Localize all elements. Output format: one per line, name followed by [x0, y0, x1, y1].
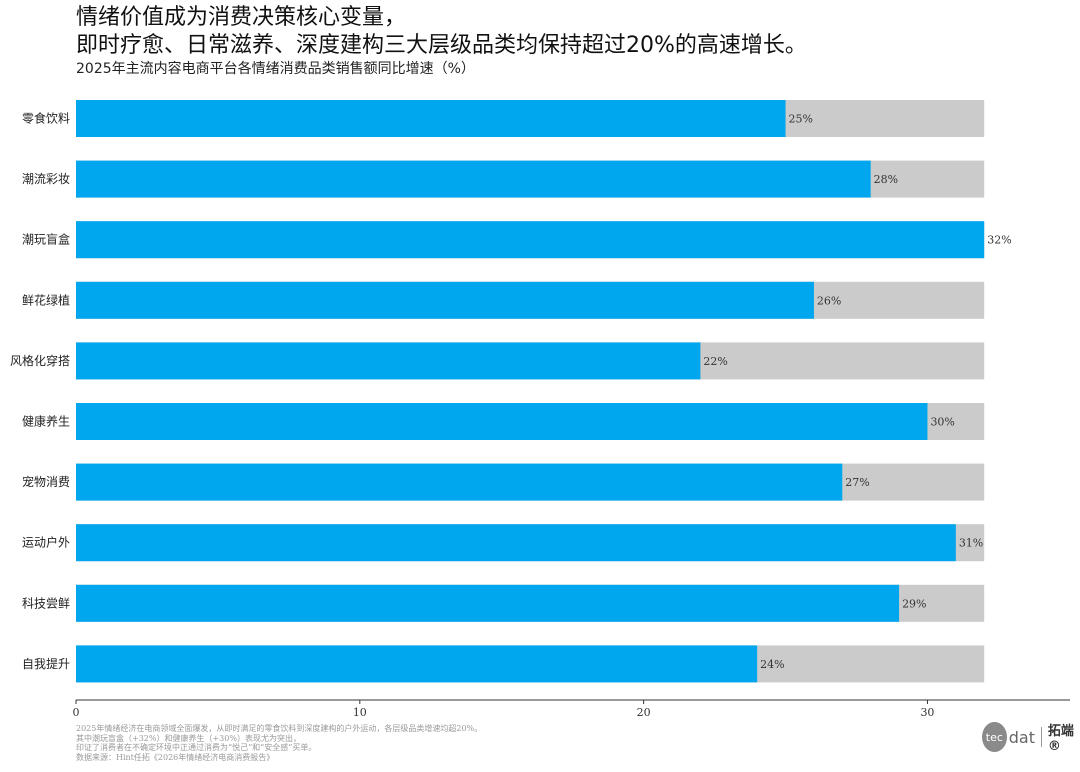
category-label: 鲜花绿植: [22, 292, 70, 307]
x-tick-label: 10: [353, 706, 367, 719]
value-label: 31%: [959, 537, 983, 550]
value-label: 29%: [902, 597, 926, 610]
logo-cn-text: 拓端®: [1047, 724, 1074, 754]
footnote-line: 其中潮玩盲盒（+32%）和健康养生（+30%）表现尤为突出，: [76, 733, 301, 743]
bar-5: [76, 342, 701, 380]
brand-logo: tec dat 拓端®: [982, 722, 1080, 754]
category-label: 零食饮料: [22, 111, 70, 126]
category-label: 宠物消费: [22, 474, 70, 489]
title-line-2: 即时疗愈、日常滋养、深度建构三大层级品类均保持超过20%的高速增长。: [76, 33, 807, 58]
bar-9: [76, 584, 900, 622]
category-label: 科技尝鲜: [22, 595, 70, 610]
value-label: 32%: [987, 234, 1011, 247]
chart-title: 情绪价值成为消费决策核心变量， 即时疗愈、日常滋养、深度建构三大层级品类均保持超…: [76, 4, 807, 60]
logo-text: dat: [1008, 727, 1035, 747]
bar-8: [76, 524, 956, 562]
bar-1: [76, 100, 786, 137]
bar-6: [76, 403, 928, 440]
category-label: 潮流彩妆: [22, 171, 70, 186]
value-label: 28%: [874, 173, 898, 186]
value-label: 25%: [789, 113, 813, 126]
value-label: 30%: [930, 416, 954, 429]
footnotes: 2025年情绪经济在电商领域全面爆发，从即时满足的零食饮料到深度建构的户外运动，…: [76, 724, 482, 762]
category-label: 运动户外: [22, 535, 70, 550]
category-label: 风格化穿搭: [10, 353, 70, 368]
value-label: 26%: [817, 294, 841, 307]
logo-circle-icon: tec: [982, 722, 1007, 752]
footnote-line: 印证了消费者在不确定环境中正通过消费为“悦己”和“安全感”买单。: [76, 743, 317, 752]
bar-3: [76, 221, 985, 259]
bar-7: [76, 463, 843, 501]
footnote-line: 2025年情绪经济在电商领域全面爆发，从即时满足的零食饮料到深度建构的户外运动，…: [76, 724, 483, 733]
value-label: 24%: [760, 658, 784, 671]
bar-10: [76, 645, 758, 683]
x-tick-label: 20: [637, 706, 651, 719]
category-label: 健康养生: [22, 414, 70, 429]
value-label: 22%: [703, 355, 727, 368]
x-tick-label: 0: [73, 706, 80, 719]
category-label: 自我提升: [22, 656, 70, 671]
bar-4: [76, 281, 814, 319]
value-label: 27%: [845, 476, 869, 489]
bar-2: [76, 160, 871, 198]
x-tick-label: 30: [920, 706, 934, 719]
title-line-1: 情绪价值成为消费决策核心变量，: [76, 5, 407, 30]
logo-divider: [1040, 727, 1042, 747]
source-note: 数据来源：Hint任拓《2026年情绪经济电商消费报告》: [76, 752, 275, 762]
chart-subtitle: 2025年主流内容电商平台各情绪消费品类销售额同比增速（%）: [76, 61, 475, 77]
category-label: 潮玩盲盒: [22, 232, 70, 247]
